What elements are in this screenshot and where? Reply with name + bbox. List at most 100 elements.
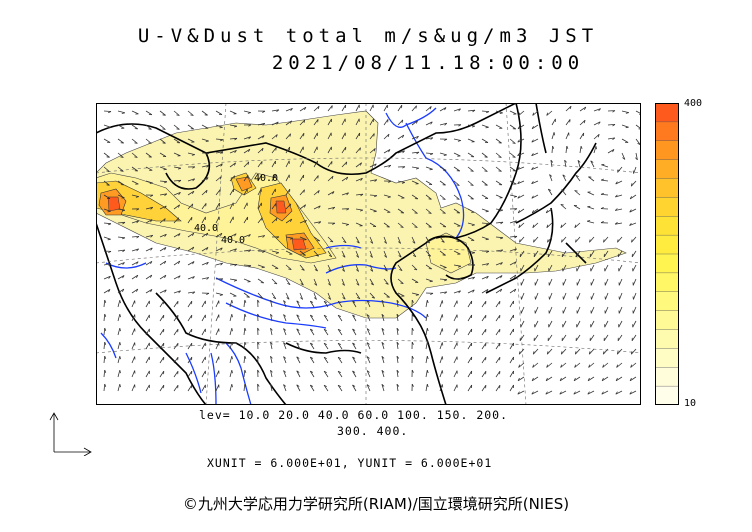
wind-arrow-head [561, 189, 565, 192]
wind-arrow [453, 180, 460, 186]
wind-arrow-head [257, 341, 260, 345]
wind-arrow [159, 370, 165, 378]
wind-arrow-head [296, 342, 300, 345]
wind-arrow [467, 109, 476, 112]
wind-arrow [355, 278, 360, 286]
wind-arrow-head [370, 269, 374, 272]
wind-arrow-head [456, 184, 460, 186]
wind-arrow [621, 152, 626, 160]
wind-arrow-head [470, 184, 474, 186]
wind-arrow-head [629, 391, 632, 395]
wind-arrow [131, 261, 139, 266]
wind-arrow [439, 264, 447, 268]
wind-arrow [117, 288, 125, 294]
wind-arrow [159, 110, 166, 116]
wind-arrow-head [562, 174, 566, 177]
wind-arrow [439, 208, 446, 214]
wind-arrow-head [587, 377, 590, 381]
wind-arrow [355, 104, 360, 112]
wind-arrow-head [484, 184, 488, 186]
wind-arrow-head [370, 241, 374, 244]
wind-arrow [495, 356, 501, 364]
wind-arrow-head [192, 191, 195, 194]
wind-arrow [632, 320, 637, 328]
wind-arrow [257, 147, 264, 154]
wind-arrow [229, 216, 234, 224]
wind-arrow [117, 314, 121, 322]
wind-arrow-head [257, 383, 260, 387]
wind-arrow [103, 208, 111, 212]
wind-arrow-head [531, 195, 534, 199]
wind-arrow [352, 342, 357, 350]
wind-arrow-head [531, 210, 534, 214]
wind-arrow [131, 342, 136, 350]
wind-arrow [369, 236, 374, 244]
wind-arrow [534, 306, 539, 314]
wind-arrow [117, 236, 126, 239]
wind-arrow-head [486, 263, 490, 266]
wind-arrow [587, 220, 595, 224]
wind-arrow [481, 222, 490, 224]
wind-arrow [615, 180, 623, 185]
wind-arrow-head [314, 269, 318, 272]
wind-arrow [257, 264, 265, 268]
wind-arrow-head [192, 166, 196, 169]
wind-arrow-head [122, 262, 125, 266]
wind-arrow [517, 208, 525, 214]
wind-arrow [425, 250, 431, 257]
wind-arrow [533, 236, 539, 243]
wind-arrow-head [244, 327, 247, 331]
wind-arrow [327, 236, 334, 243]
wind-arrow-head [296, 356, 300, 359]
wind-arrow [201, 342, 206, 350]
wind-arrow [547, 334, 553, 342]
wind-arrow-head [486, 250, 490, 253]
wind-arrow-head [458, 277, 462, 281]
wind-arrow [270, 314, 273, 322]
wind-arrow-head [323, 342, 327, 345]
wind-arrow-head [357, 297, 361, 300]
wind-arrow [117, 262, 125, 266]
wind-arrow-head [176, 114, 180, 116]
wind-arrow [257, 278, 265, 284]
wind-arrow [283, 328, 287, 336]
wind-arrow [509, 356, 514, 364]
wind-arrow [117, 124, 125, 129]
wind-arrow-head [589, 239, 591, 243]
wind-arrow-head [329, 255, 332, 258]
wind-arrow-head [283, 370, 287, 373]
wind-arrow [103, 110, 112, 112]
wind-arrow [439, 122, 447, 126]
wind-arrow [533, 250, 539, 258]
wind-arrow-head [244, 355, 247, 359]
wind-arrow [341, 104, 347, 112]
wind-arrow-head [276, 109, 280, 113]
wind-arrow [621, 110, 629, 113]
wind-arrow [257, 122, 265, 126]
wind-arrow-head [220, 278, 224, 281]
wind-arrow [629, 376, 637, 382]
wind-arrow [548, 320, 553, 328]
wind-arrow [215, 232, 223, 238]
wind-arrow-head [486, 223, 490, 226]
wind-arrow [369, 148, 376, 154]
wind-arrow [383, 194, 391, 198]
wind-arrow [159, 328, 165, 336]
wind-arrow [313, 132, 318, 140]
wind-arrow [229, 110, 237, 115]
wind-arrow-head [270, 341, 273, 345]
wind-arrow [131, 288, 139, 294]
wind-arrow [425, 264, 433, 270]
wind-arrow [309, 328, 315, 336]
wind-arrow-head [517, 195, 520, 199]
wind-arrow-head [411, 299, 414, 303]
wind-arrow [574, 190, 581, 196]
wind-arrow [215, 202, 220, 210]
wind-arrow [187, 370, 193, 378]
wind-arrow-head [630, 351, 633, 355]
wind-arrow-head [532, 364, 535, 368]
wind-arrow-head [612, 110, 616, 113]
wind-arrow-head [234, 248, 237, 252]
wind-arrow [631, 250, 637, 258]
wind-arrow [337, 356, 343, 364]
